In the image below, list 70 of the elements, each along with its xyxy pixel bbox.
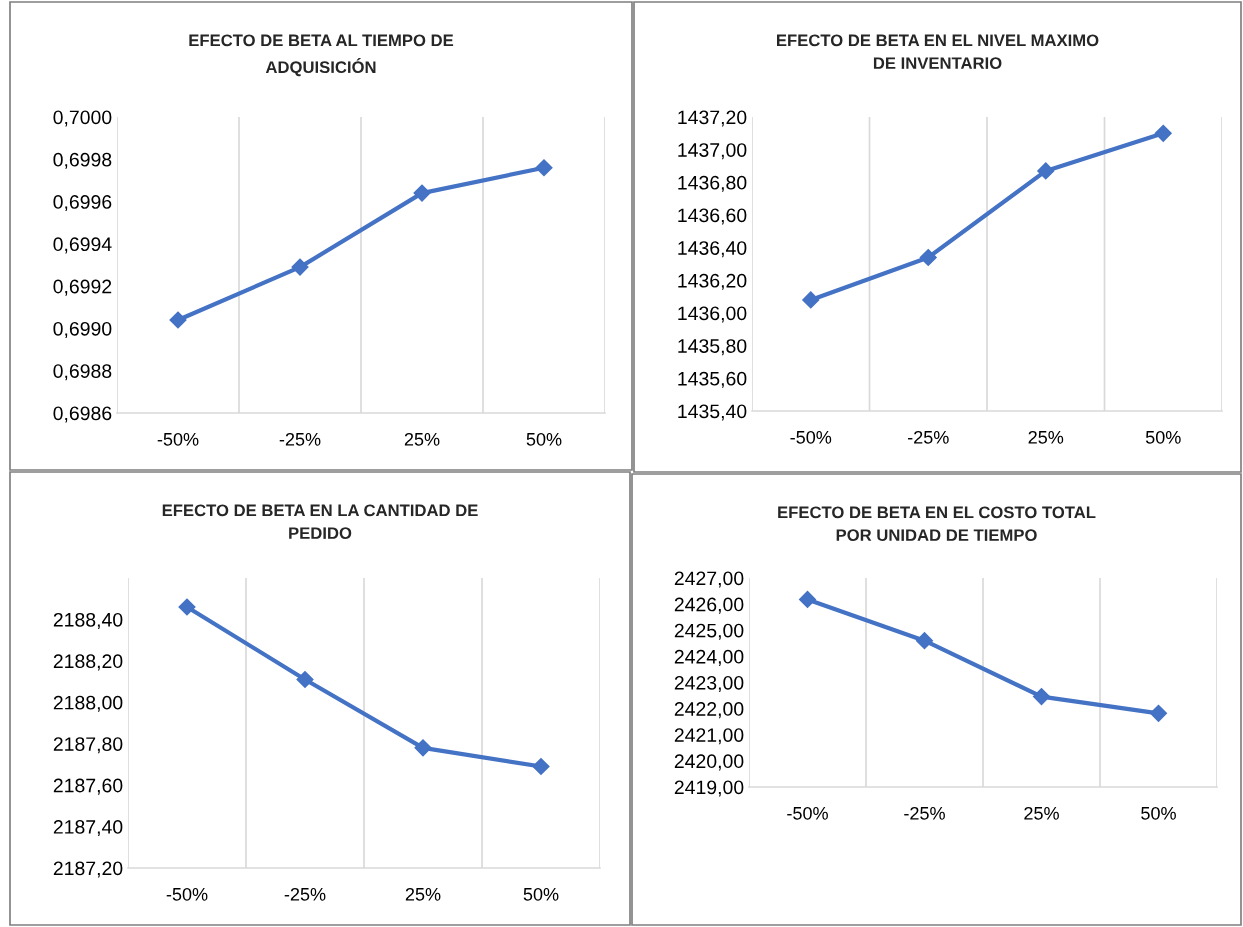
y-tick-label: 1435,40 (678, 404, 747, 421)
x-tick-label: -25% (904, 806, 945, 820)
point (802, 291, 820, 309)
y-tick-label: 0,6992 (53, 279, 112, 296)
x-tick-label: -50% (787, 806, 828, 820)
y-tick-label: 2421,00 (674, 728, 744, 745)
point (291, 258, 309, 276)
y-tick-label: 2422,00 (674, 702, 744, 719)
y-tick-label: 2425,00 (674, 623, 744, 640)
point (1032, 688, 1051, 706)
point (798, 590, 817, 608)
x-tick-label: 25% (404, 432, 440, 446)
y-tick-label: 1437,20 (678, 110, 747, 127)
y-tick-label: 0,6996 (53, 195, 112, 212)
y-tick-label: 1436,00 (678, 306, 747, 323)
x-tick-label: -50% (790, 430, 832, 444)
y-tick-label: 2188,00 (53, 695, 123, 712)
x-tick-label: -25% (907, 430, 949, 444)
y-tick-label: 0,6986 (53, 406, 112, 423)
y-tick-label: 1436,60 (678, 208, 747, 225)
y-tick-label: 1435,60 (678, 371, 747, 388)
y-tick-label: 0,6998 (53, 152, 112, 169)
y-tick-label: 2423,00 (674, 675, 744, 693)
x-tick-label: 25% (405, 887, 441, 901)
chart-title: EFECTO DE BETA AL TIEMPO DE ADQUISICIÓN (189, 34, 454, 77)
x-tick-label: 50% (523, 887, 559, 901)
point (169, 311, 187, 329)
point (1149, 704, 1168, 722)
x-tick-label: -25% (284, 887, 326, 901)
point (1037, 162, 1055, 180)
y-tick-label: 2187,80 (53, 737, 123, 754)
point (915, 632, 934, 650)
point (1154, 124, 1172, 142)
x-tick-label: 50% (1141, 806, 1176, 820)
point (178, 598, 196, 616)
point (535, 159, 553, 177)
point (532, 757, 550, 776)
point (414, 739, 432, 757)
y-tick-label: 2424,00 (674, 649, 744, 666)
y-tick-label: 1435,80 (678, 339, 747, 356)
chart-title: EFECTO DE BETA EN EL COSTO TOTAL POR UNIDAD DE TIEMPO (778, 506, 1096, 542)
x-tick-label: -50% (157, 432, 199, 446)
point (919, 248, 937, 267)
y-tick-label: 2419,00 (674, 780, 744, 797)
y-tick-label: 2188,20 (53, 654, 123, 671)
x-tick-label: 50% (1145, 430, 1181, 444)
y-tick-label: 0,6988 (53, 364, 112, 381)
x-tick-label: 50% (526, 432, 562, 446)
x-tick-label: 25% (1024, 806, 1059, 820)
y-tick-label: 1436,20 (678, 273, 747, 290)
y-tick-label: 0,6990 (53, 321, 112, 338)
chart-title: EFECTO DE BETA EN EL NIVEL MAXIMO DE INVENTARIO (777, 34, 1099, 70)
point (296, 670, 314, 689)
y-tick-label: 2426,00 (674, 597, 744, 614)
x-tick-label: 25% (1028, 430, 1064, 444)
y-tick-label: 2420,00 (674, 754, 744, 771)
y-tick-label: 1437,00 (678, 143, 747, 160)
point (413, 184, 431, 202)
x-tick-label: -50% (166, 887, 208, 901)
chart-title: EFECTO DE BETA EN LA CANTIDAD DE PEDIDO (162, 504, 478, 540)
y-tick-label: 2187,40 (53, 820, 123, 837)
y-tick-label: 2427,00 (674, 571, 744, 588)
y-tick-label: 1436,40 (678, 241, 747, 258)
y-tick-label: 0,6994 (53, 237, 112, 254)
y-tick-label: 2187,20 (53, 861, 123, 878)
x-tick-label: -25% (279, 432, 321, 446)
y-tick-label: 2187,60 (53, 778, 123, 795)
y-tick-label: 0,7000 (53, 110, 112, 127)
y-tick-label: 2188,40 (53, 612, 123, 629)
y-tick-label: 1436,80 (678, 175, 747, 192)
